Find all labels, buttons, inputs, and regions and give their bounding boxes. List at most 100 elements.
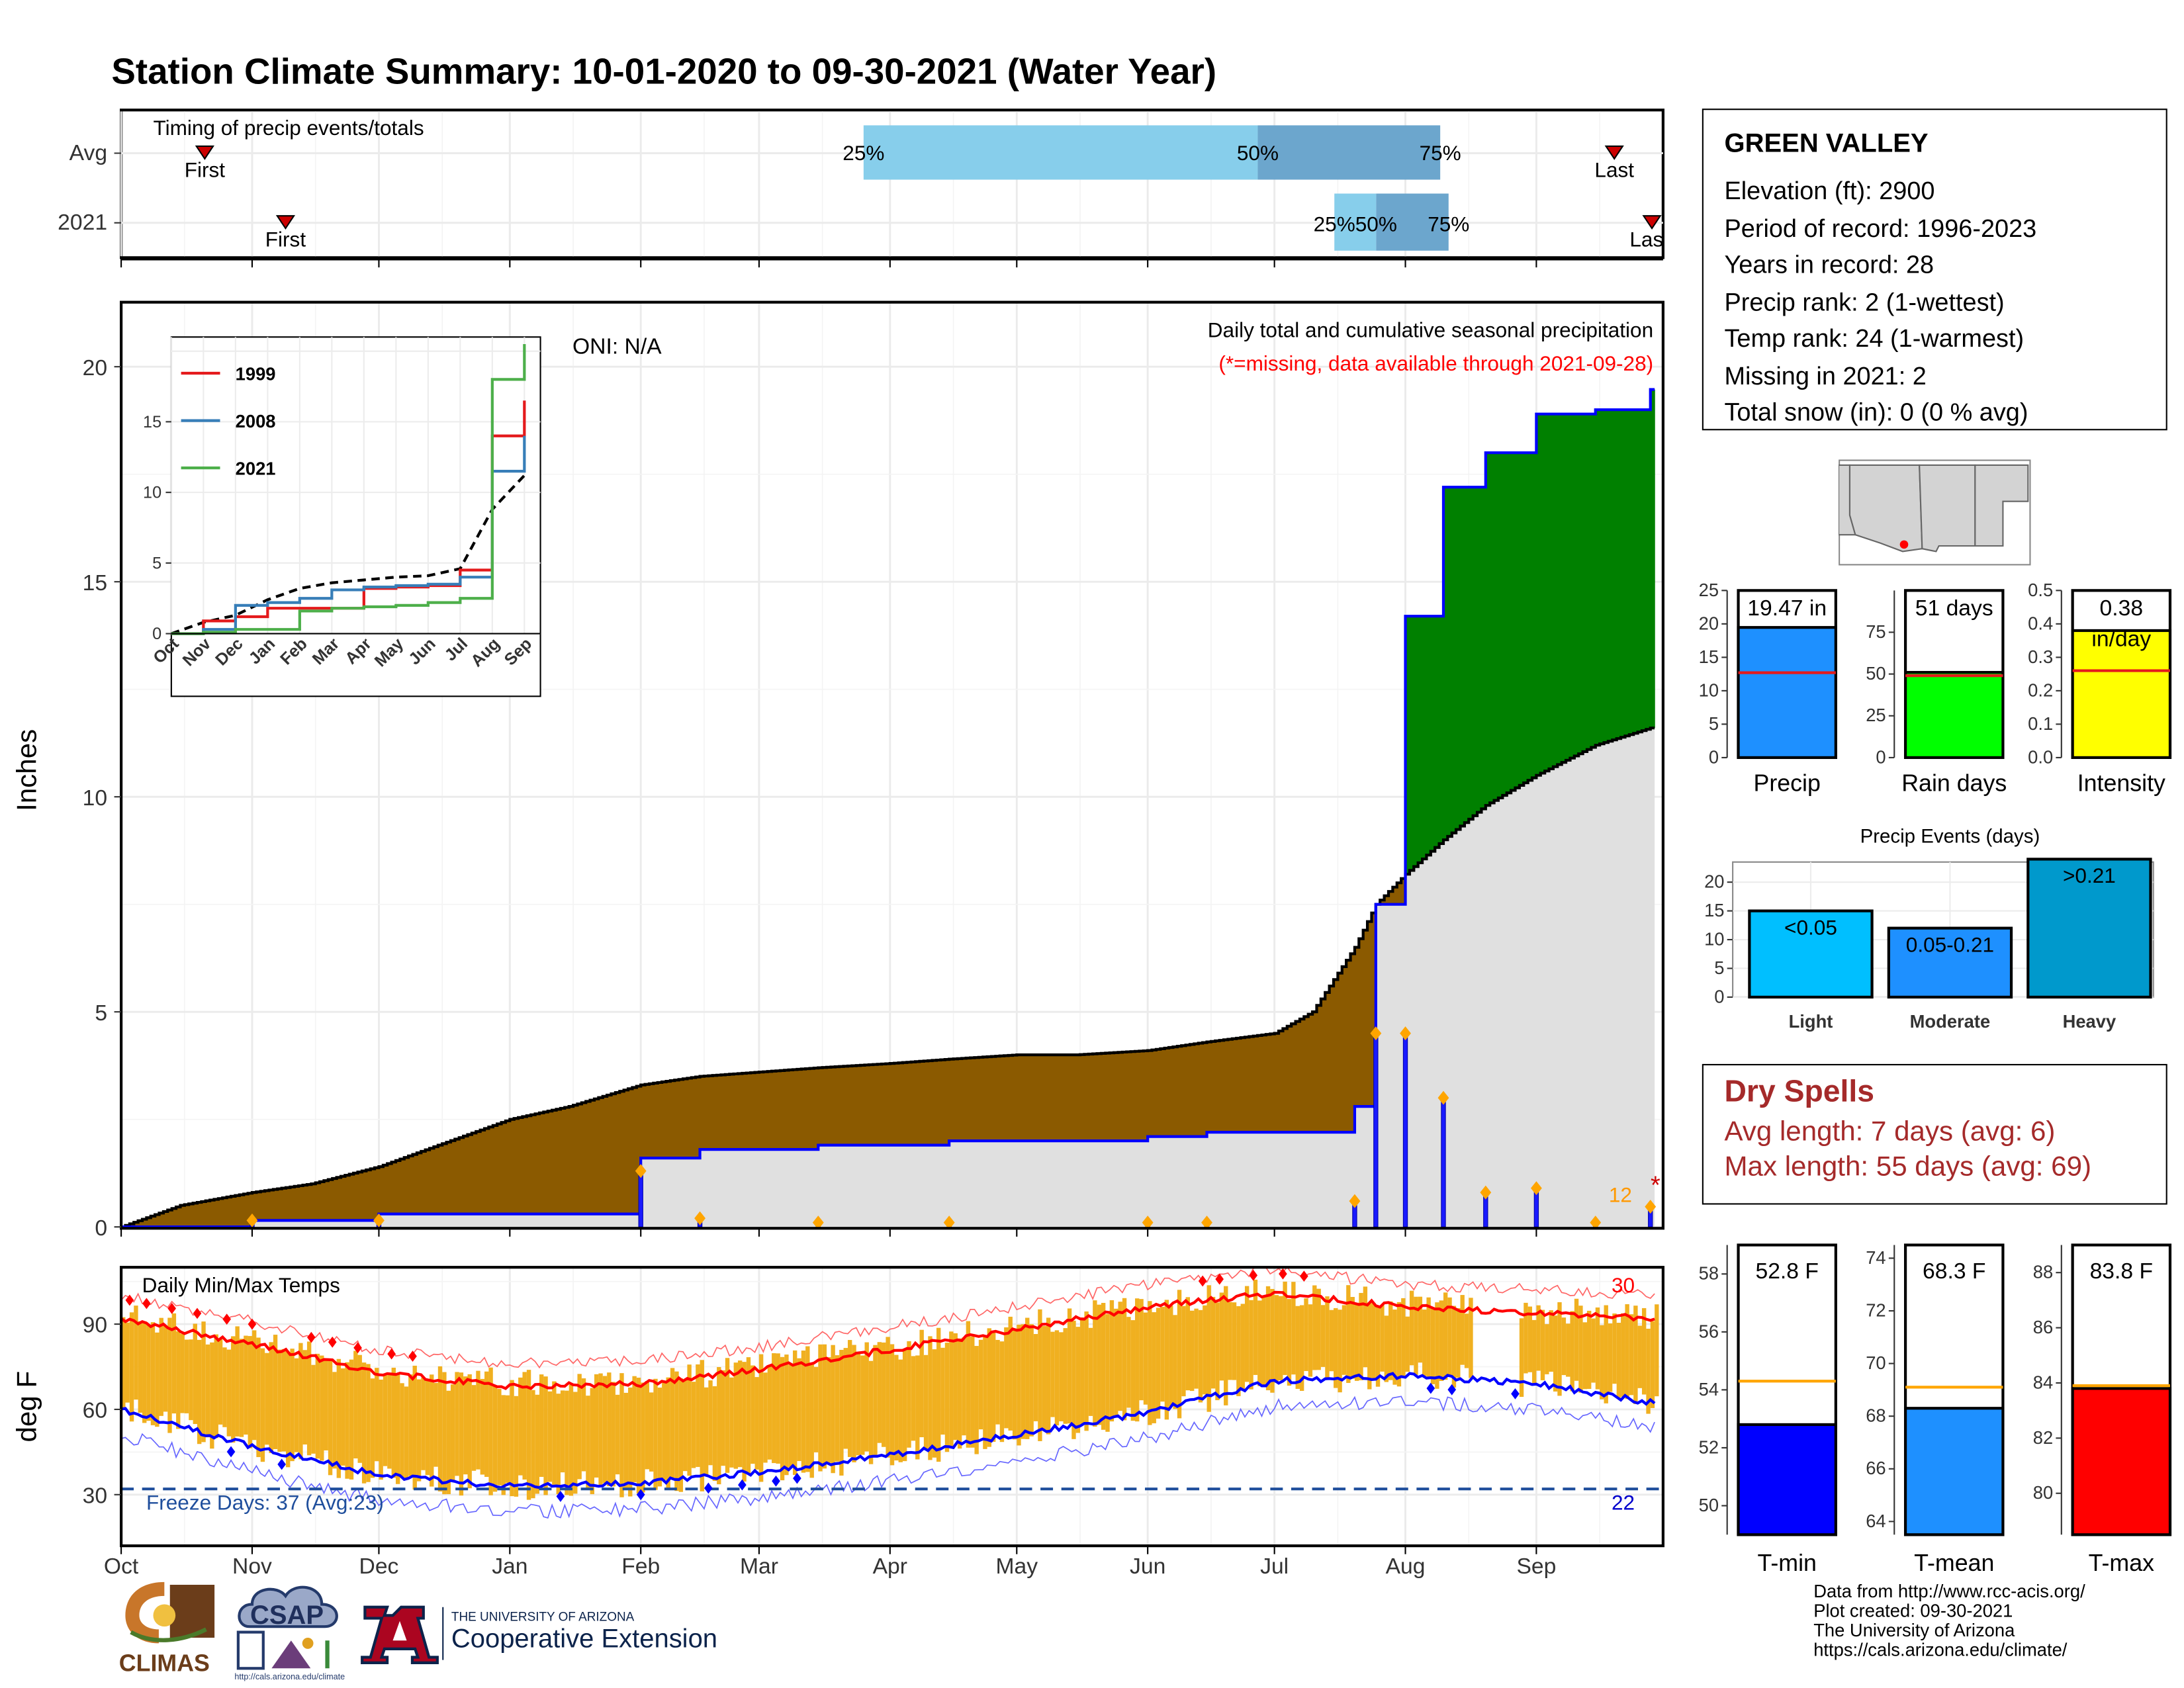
daily-temp-bar	[455, 1372, 459, 1476]
daily-precip-marker	[1400, 1026, 1411, 1041]
events-tick-label: 15	[1704, 900, 1724, 920]
month-tick-label: Jan	[492, 1554, 527, 1579]
freeze-days-text: Freeze Days: 37 (Avg:23)	[146, 1490, 384, 1514]
daily-temp-bar	[492, 1386, 498, 1492]
daily-temp-bar	[953, 1333, 958, 1441]
daily-temp-bar	[459, 1372, 464, 1496]
daily-temp-bar	[1042, 1325, 1046, 1430]
daily-temp-bar	[269, 1342, 273, 1453]
daily-temp-bar	[1185, 1297, 1190, 1391]
summary-precip-chart: 0 5 10 15 20 25 19.47 in Precip	[1699, 580, 1837, 796]
daily-temp-bar	[1067, 1308, 1072, 1424]
precip-event-bar	[1748, 909, 1874, 999]
daily-temp-bar	[873, 1345, 878, 1455]
daily-temp-bar	[222, 1347, 227, 1427]
daily-temp-bar	[531, 1390, 535, 1499]
daily-temp-bar	[1604, 1305, 1608, 1403]
footer-line-data-source: Data from http://www.rcc-acis.org/	[1813, 1580, 2085, 1602]
daily-temp-bar	[404, 1386, 409, 1479]
daily-temp-bar	[1295, 1306, 1300, 1389]
inset-y-tick-label: 10	[143, 484, 161, 502]
daily-temp-bar	[1334, 1308, 1338, 1388]
daily-precip-marker	[1480, 1185, 1492, 1200]
timing-2021-75-label: 75%	[1428, 212, 1469, 236]
daily-temp-bar	[1126, 1317, 1131, 1408]
daily-temp-bar	[328, 1360, 333, 1476]
daily-temp-bar	[662, 1380, 666, 1480]
daily-temp-bar	[882, 1342, 886, 1447]
summary-tick-label: 70	[1866, 1353, 1886, 1373]
daily-temp-bar	[674, 1371, 679, 1491]
summary-tick-label: 0.5	[2028, 580, 2053, 600]
daily-temp-bar	[501, 1395, 506, 1495]
dry-spells-title: Dry Spells	[1724, 1073, 1874, 1109]
daily-temp-bar	[400, 1383, 404, 1478]
daily-temp-bar	[788, 1364, 793, 1467]
inset-y-tick-label: 0	[152, 625, 161, 643]
daily-temp-bar	[324, 1360, 328, 1450]
daily-temp-bar	[1050, 1331, 1055, 1417]
daily-temp-bar	[1261, 1296, 1266, 1385]
daily-temp-bar	[349, 1359, 354, 1480]
summary-value-label: 0.38	[2100, 596, 2144, 621]
record-high-marker	[1249, 1269, 1258, 1281]
daily-temp-bar	[1346, 1285, 1351, 1383]
daily-temp-bar	[1570, 1311, 1574, 1392]
timing-2021-q2-box	[1376, 193, 1449, 251]
daily-temp-bar	[1088, 1327, 1093, 1416]
daily-temp-bar	[138, 1321, 143, 1413]
events-tick-label: 10	[1704, 928, 1724, 949]
daily-temp-bar	[1371, 1303, 1376, 1380]
daily-temp-bar	[1519, 1318, 1524, 1397]
daily-temp-bar	[936, 1327, 941, 1462]
daily-temp-bar	[302, 1350, 307, 1444]
daily-temp-bar	[1228, 1302, 1232, 1380]
daily-temp-bar	[1148, 1301, 1152, 1425]
daily-temp-bar	[1283, 1281, 1287, 1375]
daily-temp-bar	[1608, 1323, 1613, 1392]
daily-temp-bar	[125, 1322, 130, 1403]
daily-temp-bar	[361, 1362, 367, 1484]
daily-temp-bar	[176, 1331, 181, 1429]
daily-temp-bar	[189, 1339, 193, 1421]
daily-temp-bar	[581, 1378, 586, 1472]
daily-temp-bar	[1384, 1315, 1388, 1382]
daily-temp-bar	[1405, 1316, 1410, 1372]
daily-precip-marker	[1437, 1090, 1449, 1105]
daily-temp-bar	[907, 1341, 911, 1448]
summary-value-label: 19.47 in	[1747, 596, 1827, 621]
record-low-marker	[1511, 1388, 1520, 1399]
daily-temp-bar	[1367, 1302, 1372, 1390]
timing-avg-25-label: 25%	[842, 141, 884, 165]
csap-logo-text: CSAP	[250, 1601, 324, 1630]
summary-tick-label: 25	[1866, 705, 1886, 725]
daily-temp-bar	[911, 1356, 916, 1441]
daily-temp-bar	[1215, 1302, 1220, 1401]
daily-temp-bar	[632, 1376, 637, 1483]
daily-temp-bar	[1063, 1328, 1068, 1424]
footer-line-university: The University of Arizona	[1813, 1619, 2015, 1641]
daily-temp-bar	[1527, 1306, 1533, 1372]
daily-temp-bar	[450, 1384, 455, 1482]
daily-temp-bar	[556, 1394, 561, 1495]
inset-y-tick-label: 5	[152, 554, 161, 572]
precip-panel: 0 5 10 15 20 Inches Daily total and cumulati…	[11, 300, 1664, 1241]
summary-value-label: 51 days	[1915, 596, 1993, 621]
events-tick-label: 5	[1714, 957, 1724, 978]
daily-temp-bar	[1464, 1313, 1469, 1368]
precip-y-tick-label: 20	[83, 356, 107, 380]
daily-temp-bar	[1059, 1332, 1064, 1421]
daily-temp-bar	[425, 1379, 430, 1476]
summary-tick-label: 52	[1699, 1437, 1719, 1457]
summary-tick-label: 0.4	[2028, 613, 2053, 633]
summary-tick-label: 0.2	[2028, 680, 2053, 700]
summary-value-label: 52.8 F	[1755, 1259, 1818, 1284]
daily-temp-bar	[1080, 1317, 1085, 1424]
daily-temp-bar	[949, 1331, 954, 1448]
daily-temp-bar	[1342, 1305, 1347, 1375]
daily-temp-bar	[1033, 1334, 1038, 1421]
average-cumulative-line	[121, 727, 1655, 1229]
daily-temp-bar	[1240, 1304, 1245, 1391]
daily-temp-bar	[1329, 1310, 1334, 1372]
